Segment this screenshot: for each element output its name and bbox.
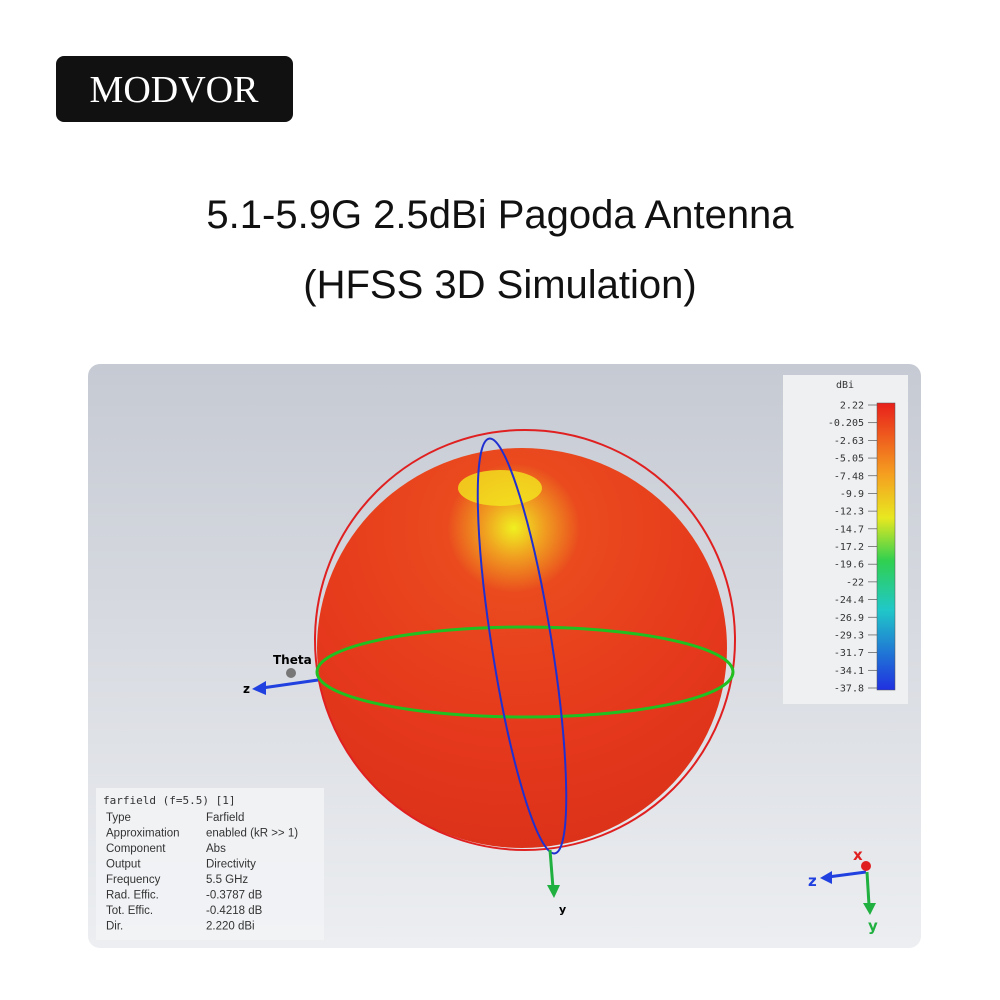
colorbar-label: -34.1 (834, 666, 864, 677)
triad-z-label: z (808, 872, 817, 890)
triad-y-arrow (863, 903, 876, 915)
colorbar-label: -29.3 (834, 630, 864, 641)
colorbar-label: -37.8 (834, 684, 864, 695)
colorbar-label: -7.48 (834, 471, 864, 482)
phi-circle (315, 625, 735, 719)
colorbar-label: -22 (846, 577, 864, 588)
info-key: Output (106, 859, 141, 871)
meridian (476, 437, 568, 855)
triad-z-arrow (820, 871, 832, 884)
colorbar-label: -14.7 (834, 524, 864, 535)
brand-badge (56, 56, 293, 122)
peak-spot (458, 470, 542, 506)
info-value: -0.3787 dB (206, 890, 263, 902)
colorbar-label: -31.7 (834, 648, 864, 659)
info-title: farfield (f=5.5) [1] (103, 794, 235, 807)
y-label: y (559, 903, 566, 916)
z-arrow (252, 681, 266, 695)
triad-y-label: y (868, 917, 878, 935)
info-value: Farfield (206, 812, 244, 824)
colorbar-label: -5.05 (834, 454, 864, 465)
theta-label: Theta (273, 653, 312, 667)
y-arrow (547, 885, 560, 898)
colorbar-label: -9.9 (840, 489, 864, 500)
colorbar-label: -12.3 (834, 507, 864, 518)
triad-y (865, 871, 871, 906)
info-box (96, 788, 324, 940)
theta-circle (314, 429, 736, 851)
colorbar-label: 2.22 (840, 401, 864, 412)
info-key: Tot. Effic. (106, 905, 153, 917)
info-value: enabled (kR >> 1) (206, 828, 298, 840)
triad-z (827, 870, 867, 879)
colorbar-label: -26.9 (834, 613, 864, 624)
z-label: z (243, 682, 250, 696)
colorbar-unit: dBi (836, 380, 854, 391)
colorbar-label: -2.63 (834, 436, 864, 447)
triad-x-label: x (853, 846, 863, 864)
theta-marker (286, 668, 296, 678)
info-value: -0.4218 dB (206, 905, 263, 917)
subtitle: (HFSS 3D Simulation) (303, 263, 696, 307)
radiation-pattern (317, 448, 727, 848)
colorbar (876, 402, 896, 691)
colorbar-label: -17.2 (834, 542, 864, 553)
triad-x (861, 861, 871, 871)
colorbar-label: -24.4 (834, 595, 864, 606)
info-value: 5.5 GHz (206, 874, 248, 886)
info-value: 2.220 dBi (206, 921, 255, 933)
info-value: Directivity (206, 859, 256, 871)
info-key: Approximation (106, 828, 180, 840)
y-axis (548, 849, 555, 889)
info-key: Dir. (106, 921, 123, 933)
title: 5.1-5.9G 2.5dBi Pagoda Antenna (206, 193, 794, 237)
z-axis (261, 678, 319, 690)
colorbar-label: -0.205 (828, 418, 864, 429)
info-key: Type (106, 812, 131, 824)
brand: MODVOR (90, 69, 260, 111)
info-key: Frequency (106, 874, 161, 886)
info-value: Abs (206, 843, 226, 855)
info-key: Rad. Effic. (106, 890, 159, 902)
colorbar-label: -19.6 (834, 560, 864, 571)
info-key: Component (106, 843, 166, 855)
